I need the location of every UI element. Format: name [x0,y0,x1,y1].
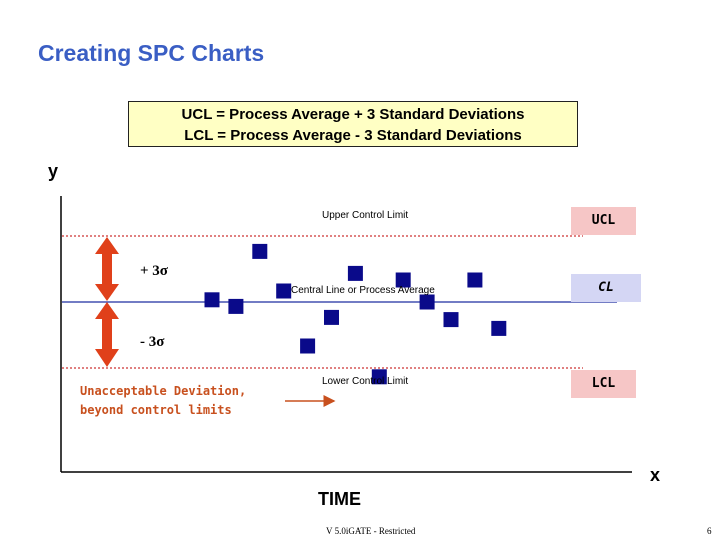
data-point [371,369,387,385]
data-points [204,243,507,385]
data-point [228,298,244,314]
lcl-formula: LCL = Process Average - 3 Standard Devia… [184,127,522,144]
data-point [419,294,435,310]
y-axis-label: y [48,161,59,181]
cl-caption: Central Line or Process Average [291,285,435,296]
warning-line-2: beyond control limits [80,403,232,417]
footer-text: V 5.0iGATE - Restricted [326,526,416,536]
data-point [252,243,268,259]
data-point [347,265,363,281]
data-point [395,272,411,288]
data-point [443,312,459,328]
formula-box: UCL = Process Average + 3 Standard Devia… [128,101,578,147]
ucl-formula: UCL = Process Average + 3 Standard Devia… [181,106,525,123]
ucl-tag: UCL [571,207,636,235]
slide-title: Creating SPC Charts [38,40,265,66]
data-point [300,338,316,354]
time-axis-title: TIME [318,489,361,509]
warning-line-1: Unacceptable Deviation, [80,384,247,398]
minus-sigma-arrow [95,302,119,367]
data-point [324,309,339,325]
data-point [467,272,483,288]
x-axis-label: x [650,465,661,485]
plus-sigma-label: + 3σ [140,263,168,279]
plus-sigma-arrow [95,237,119,301]
ucl-caption: Upper Control Limit [322,210,409,221]
lcl-caption: Lower Control Limit [322,376,409,387]
data-point [204,292,220,308]
cl-tag: CL [571,274,641,302]
deviation-warning: Unacceptable Deviation, beyond control l… [80,382,246,420]
data-point [491,320,507,336]
page-number: 6 [707,526,712,536]
minus-sigma-label: - 3σ [140,334,165,350]
data-point [276,283,292,299]
lcl-tag: LCL [571,370,636,398]
